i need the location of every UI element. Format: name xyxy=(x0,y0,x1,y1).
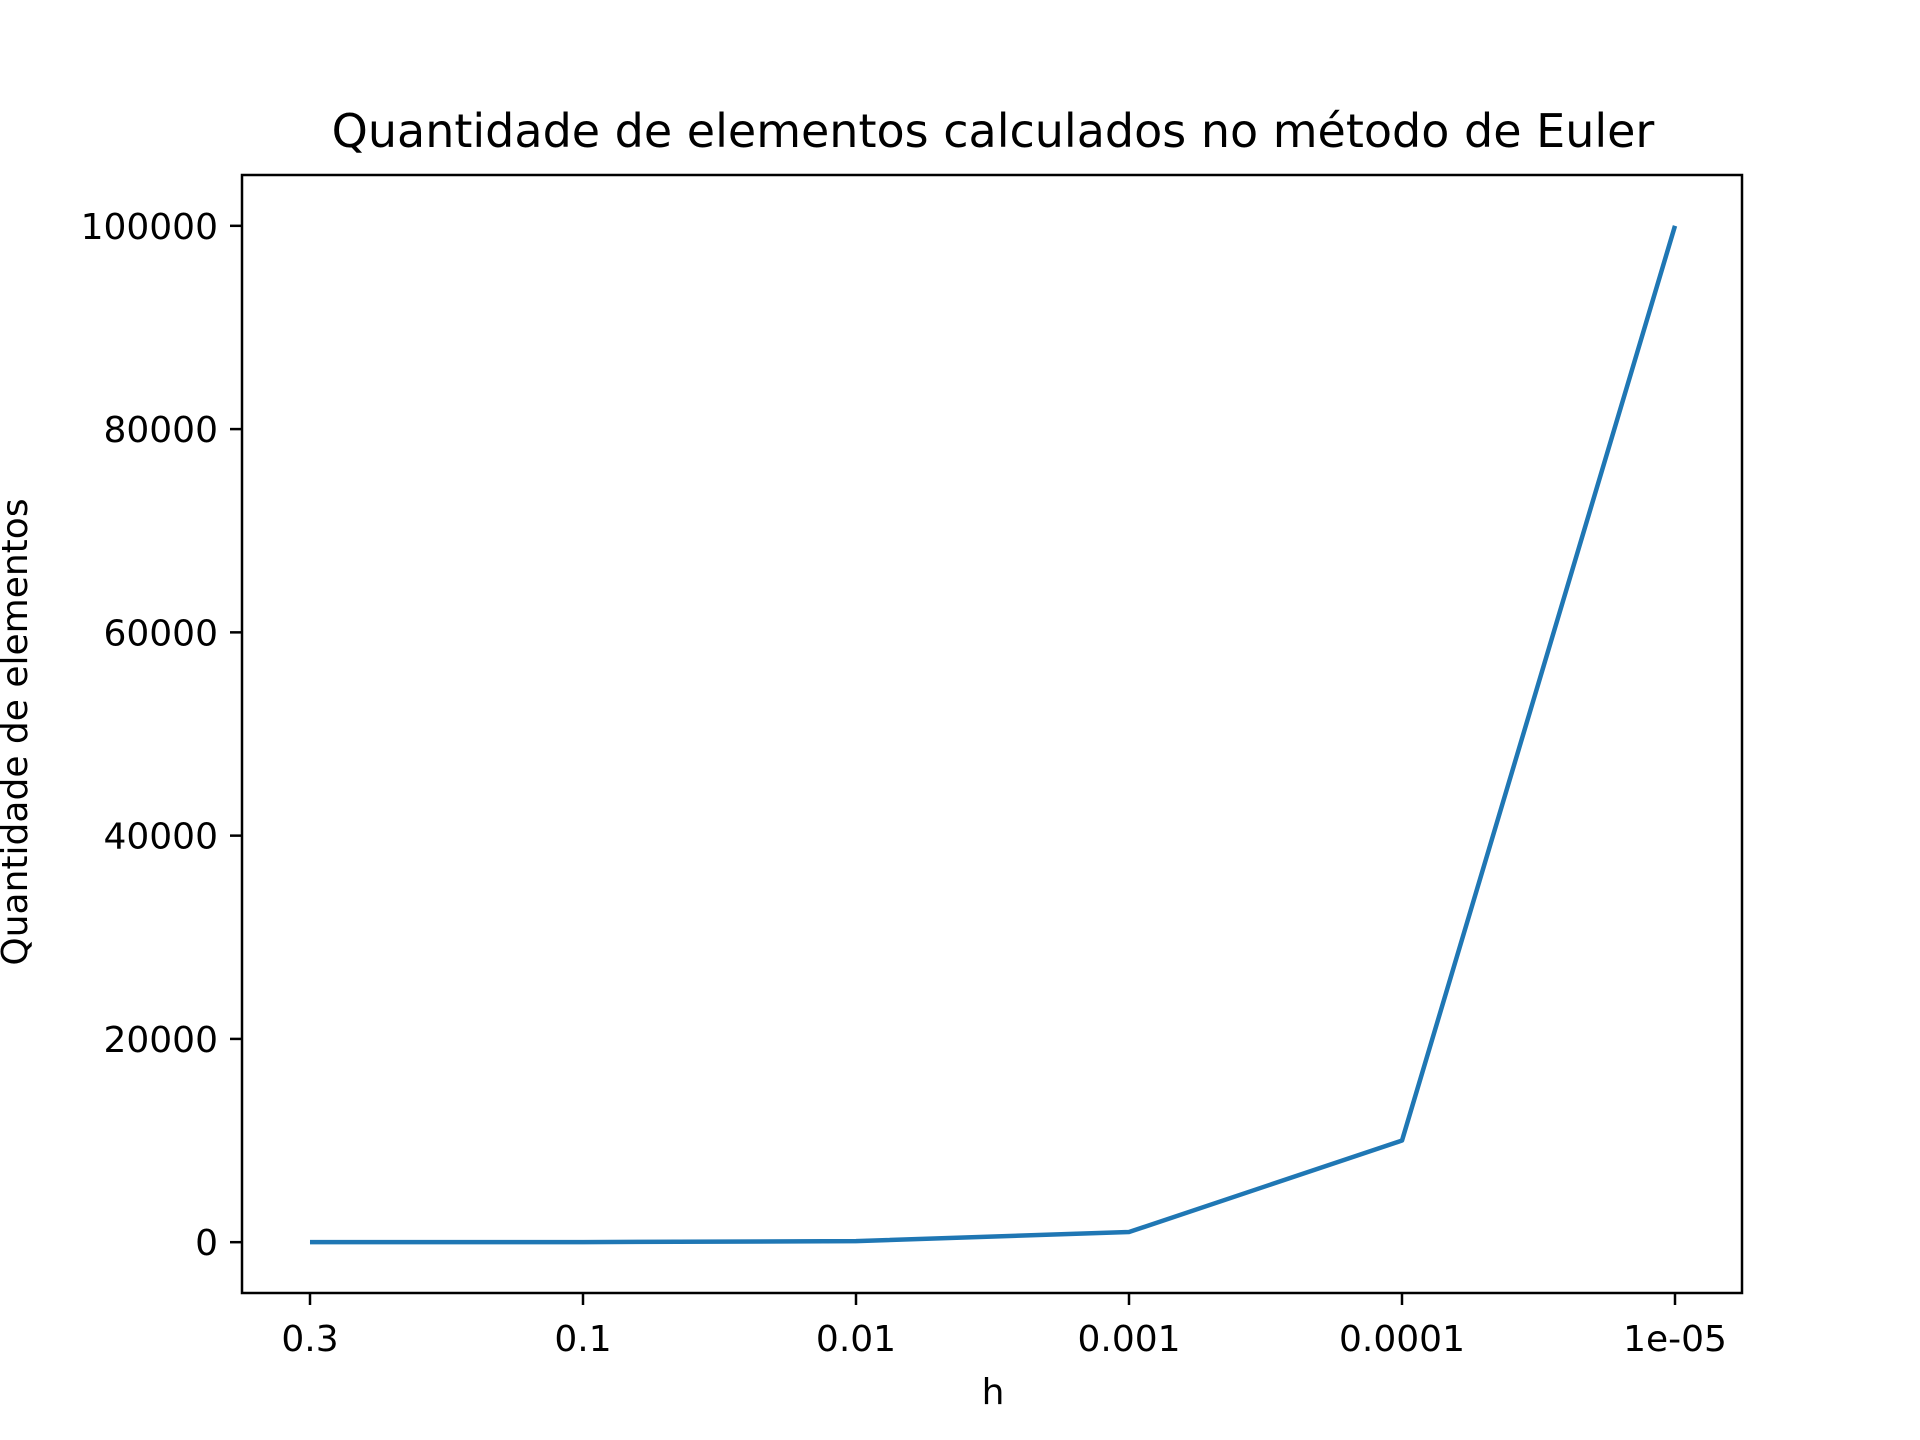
y-axis-label: Quantidade de elementos xyxy=(0,498,36,965)
y-tick-label: 0 xyxy=(195,1223,218,1264)
x-axis-label: h xyxy=(982,1372,1005,1413)
x-tick-label: 0.0001 xyxy=(1339,1319,1465,1360)
y-tick-label: 40000 xyxy=(103,817,218,858)
y-tick-label: 20000 xyxy=(103,1020,218,1061)
plot-frame xyxy=(240,173,1744,1295)
y-tick-label: 100000 xyxy=(81,207,218,248)
x-tick-label: 0.001 xyxy=(1077,1319,1180,1360)
x-tick-label: 0.1 xyxy=(554,1319,611,1360)
x-tick-label: 1e-05 xyxy=(1623,1319,1727,1360)
series-layer xyxy=(309,225,1678,1245)
series-line xyxy=(309,225,1678,1245)
x-tick-label: 0.01 xyxy=(816,1319,896,1360)
y-tick-label: 60000 xyxy=(103,613,218,654)
y-tick-label: 80000 xyxy=(103,410,218,451)
x-axis: 0.3 0.1 0.01 0.001 0.0001 1e-05 xyxy=(281,1293,1727,1360)
y-axis: 0 20000 40000 60000 80000 100000 xyxy=(81,207,242,1264)
x-tick-label: 0.3 xyxy=(281,1319,338,1360)
chart-title: Quantidade de elementos calculados no mé… xyxy=(332,104,1655,158)
